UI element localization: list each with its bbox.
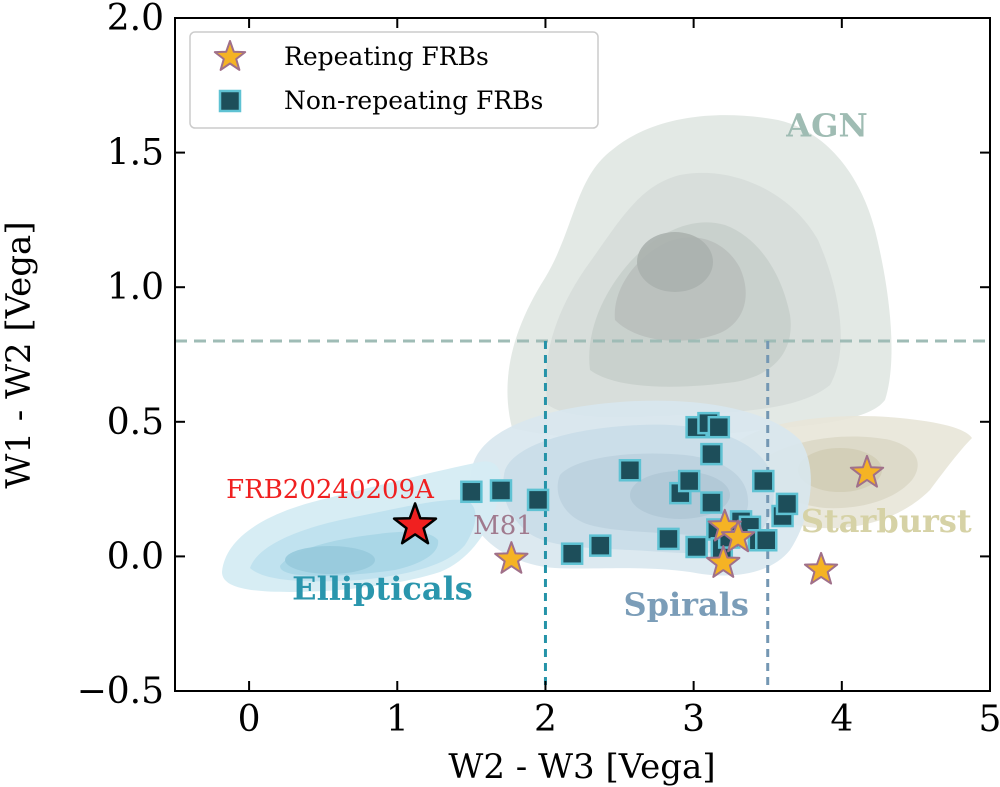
non-repeating-frb-point: [700, 491, 723, 514]
x-tick-label: 1: [386, 699, 409, 740]
non-repeating-frb-point: [752, 469, 775, 493]
agn-density-cloud: [507, 115, 892, 440]
y-axis-label: W1 - W2 [Vega]: [0, 221, 39, 488]
legend-box: [189, 31, 599, 129]
legend-star-icon: [213, 40, 247, 71]
region-label-starburst: Starburst: [801, 502, 972, 540]
frb20240209a-marker: [392, 502, 438, 545]
x-tick-label: 4: [830, 699, 853, 740]
non-repeating-frb-point: [526, 488, 550, 512]
legend-marker-repeating: [213, 40, 247, 71]
non-repeating-frb-point: [775, 492, 799, 516]
non-repeating-frb-point: [657, 527, 680, 551]
non-repeating-frb-point: [754, 528, 778, 552]
y-tick-label: −0.5: [77, 671, 164, 712]
x-axis-label: W2 - W3 [Vega]: [448, 747, 715, 787]
legend-marker-non-repeating: [218, 89, 242, 113]
non-repeating-frb-point: [700, 442, 723, 466]
legend-square-icon: [218, 89, 242, 113]
x-tick-label: 0: [238, 699, 261, 740]
legend: Repeating FRBs Non-repeating FRBs: [189, 31, 599, 129]
m81-label: M81: [473, 511, 533, 541]
y-tick-label: 2.0: [107, 0, 164, 39]
non-repeating-frb-point: [560, 542, 584, 565]
repeating-frb-point: [720, 519, 756, 553]
x-tick-label: 3: [682, 699, 705, 740]
region-label-spirals: Spirals: [624, 586, 749, 624]
plot-frame: [174, 17, 991, 692]
region-label-ellipticals: Ellipticals: [292, 569, 473, 607]
x-tick-label: 5: [979, 699, 1000, 740]
repeating-frb-point: [849, 454, 885, 488]
non-repeating-frb-point: [489, 479, 513, 502]
density-contours: [222, 115, 972, 592]
y-tick-label: 1.5: [107, 133, 164, 174]
repeating-frb-point: [706, 545, 741, 578]
non-repeating-frb-point: [685, 535, 708, 559]
non-repeating-frb-point: [677, 469, 701, 493]
y-tick-label: 1.0: [107, 267, 164, 308]
frb20240209a-label: FRB20240209A: [226, 475, 435, 505]
legend-label-repeating: Repeating FRBs: [284, 42, 489, 71]
legend-label-non-repeating: Non-repeating FRBs: [284, 86, 543, 115]
repeating-frb-point: [494, 541, 529, 574]
non-repeating-frb-point: [618, 459, 642, 482]
repeating-frb-point: [803, 551, 839, 585]
x-tick-label: 2: [534, 699, 557, 740]
non-repeating-frb-point: [589, 534, 612, 557]
y-tick-label: 0.0: [107, 536, 164, 577]
y-tick-label: 0.5: [107, 402, 164, 443]
non-repeating-frb-point: [460, 480, 483, 504]
region-label-agn: AGN: [785, 106, 867, 144]
non-repeating-frb-point: [707, 415, 731, 439]
